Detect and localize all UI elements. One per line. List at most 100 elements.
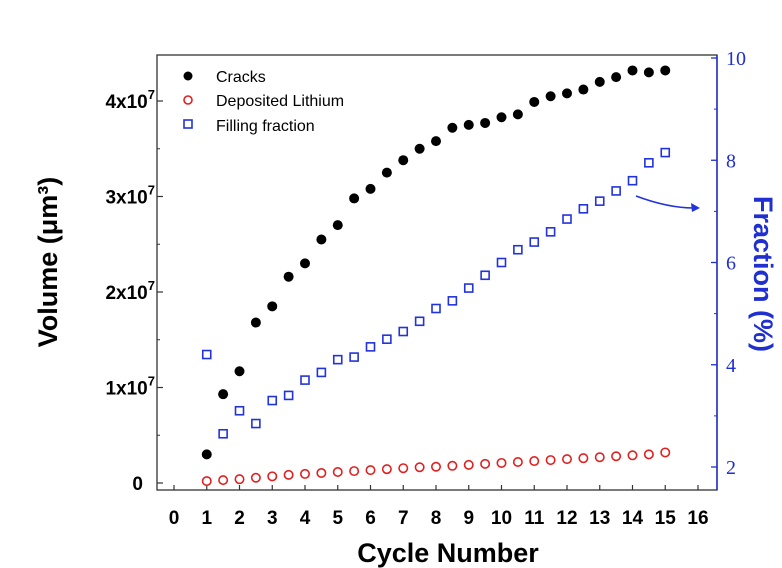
left-tick-label: 4x107 — [105, 87, 155, 113]
cracks-point — [496, 112, 507, 123]
fraction-point — [398, 326, 409, 337]
lithium-point — [463, 459, 474, 470]
x-tick-label: 14 — [622, 508, 644, 529]
cracks-point — [201, 449, 212, 460]
cracks-point — [250, 317, 261, 328]
fraction-point — [529, 237, 540, 247]
legend-marker-fraction — [183, 119, 193, 129]
x-tick-label: 11 — [524, 508, 545, 529]
right-tick-label: 6 — [726, 253, 736, 275]
lithium-point — [283, 469, 294, 480]
lithium-point — [316, 467, 327, 478]
fraction-point — [349, 352, 359, 362]
right-tick-label: 10 — [726, 48, 746, 70]
fraction-point — [267, 395, 278, 406]
cracks-point — [545, 91, 556, 102]
cracks-point — [234, 366, 245, 377]
left-tick-label: 1x107 — [105, 374, 155, 400]
x-tick-label: 3 — [267, 508, 278, 529]
lithium-point — [299, 468, 310, 479]
fraction-point — [332, 354, 343, 365]
lithium-point — [480, 458, 491, 469]
lithium-point — [381, 464, 392, 475]
legend: Cracks Deposited Lithium Filling fractio… — [183, 69, 344, 135]
lithium-point — [365, 465, 376, 476]
x-tick-label: 8 — [431, 508, 442, 529]
fraction-point — [234, 405, 245, 416]
right-tick-label: 2 — [726, 457, 736, 479]
fraction-point — [316, 367, 327, 378]
fraction-point — [578, 204, 589, 214]
x-tick-label: 13 — [589, 508, 610, 529]
cracks-point — [365, 183, 376, 194]
fraction-point — [513, 244, 523, 255]
lithium-point — [529, 456, 540, 467]
x-tick-label: 10 — [491, 508, 512, 529]
lithium-point — [201, 476, 212, 487]
right-axis-arrowhead — [691, 203, 700, 212]
cracks-point — [562, 88, 572, 99]
series-deposited-lithium — [201, 447, 671, 487]
cracks-point — [447, 122, 458, 133]
left-axis-ticks: 0 1x107 2x107 3x107 4x107 — [105, 87, 163, 495]
fraction-point — [463, 283, 474, 293]
lithium-point — [414, 462, 425, 473]
x-tick-label: 12 — [556, 508, 577, 529]
cracks-point — [431, 136, 441, 147]
lithium-point — [594, 452, 605, 463]
lithium-point — [578, 453, 589, 464]
fraction-point — [431, 303, 441, 314]
x-axis-ticks: 0 1 2 3 4 5 6 7 8 9 10 11 12 13 14 15 16 — [169, 485, 709, 529]
lithium-point — [250, 472, 261, 483]
x-tick-label: 16 — [687, 508, 708, 529]
lithium-point — [611, 451, 622, 462]
lithium-point — [545, 455, 556, 466]
x-tick-label: 6 — [365, 508, 376, 529]
left-tick-label: 0 — [132, 474, 143, 495]
fraction-point — [300, 375, 310, 385]
fraction-point — [251, 418, 261, 429]
lithium-point — [643, 449, 654, 460]
fraction-point — [562, 214, 572, 224]
lithium-point — [332, 467, 343, 478]
x-tick-label: 15 — [655, 508, 677, 529]
right-axis-title: Fraction (%) — [748, 196, 778, 352]
left-tick-label: 3x107 — [105, 183, 155, 209]
lithium-point — [627, 450, 638, 461]
lithium-point — [496, 457, 507, 468]
fraction-point — [201, 349, 212, 360]
cracks-point — [529, 96, 540, 107]
x-tick-label: 4 — [300, 508, 311, 529]
cracks-point — [578, 84, 589, 95]
lithium-point — [430, 461, 441, 472]
fraction-point — [611, 186, 621, 196]
cracks-point — [512, 109, 523, 120]
cracks-point — [267, 301, 278, 312]
lithium-point — [267, 471, 278, 482]
lithium-point — [447, 460, 458, 471]
fraction-point — [480, 270, 490, 281]
fraction-point — [496, 257, 507, 268]
lithium-point — [561, 454, 572, 465]
fraction-point — [545, 227, 556, 237]
x-tick-label: 2 — [234, 508, 245, 529]
cracks-point — [594, 76, 605, 87]
x-tick-label: 1 — [201, 508, 212, 529]
fraction-point — [218, 428, 228, 439]
legend-label-cracks: Cracks — [216, 69, 266, 86]
right-axis-arrow — [635, 195, 695, 209]
legend-marker-lithium — [183, 95, 193, 105]
fraction-point — [365, 342, 376, 352]
cracks-point — [316, 234, 327, 245]
lithium-point — [512, 456, 523, 467]
cracks-point — [332, 220, 343, 231]
lithium-point — [349, 466, 360, 477]
series-cracks — [201, 65, 671, 460]
right-tick-label: 4 — [726, 355, 736, 377]
fraction-point — [627, 175, 638, 186]
series-filling-fraction — [201, 147, 671, 439]
left-axis-title: Volume (μm³) — [33, 177, 63, 348]
fraction-point — [594, 196, 605, 206]
legend-label-fraction: Filling fraction — [216, 118, 315, 135]
